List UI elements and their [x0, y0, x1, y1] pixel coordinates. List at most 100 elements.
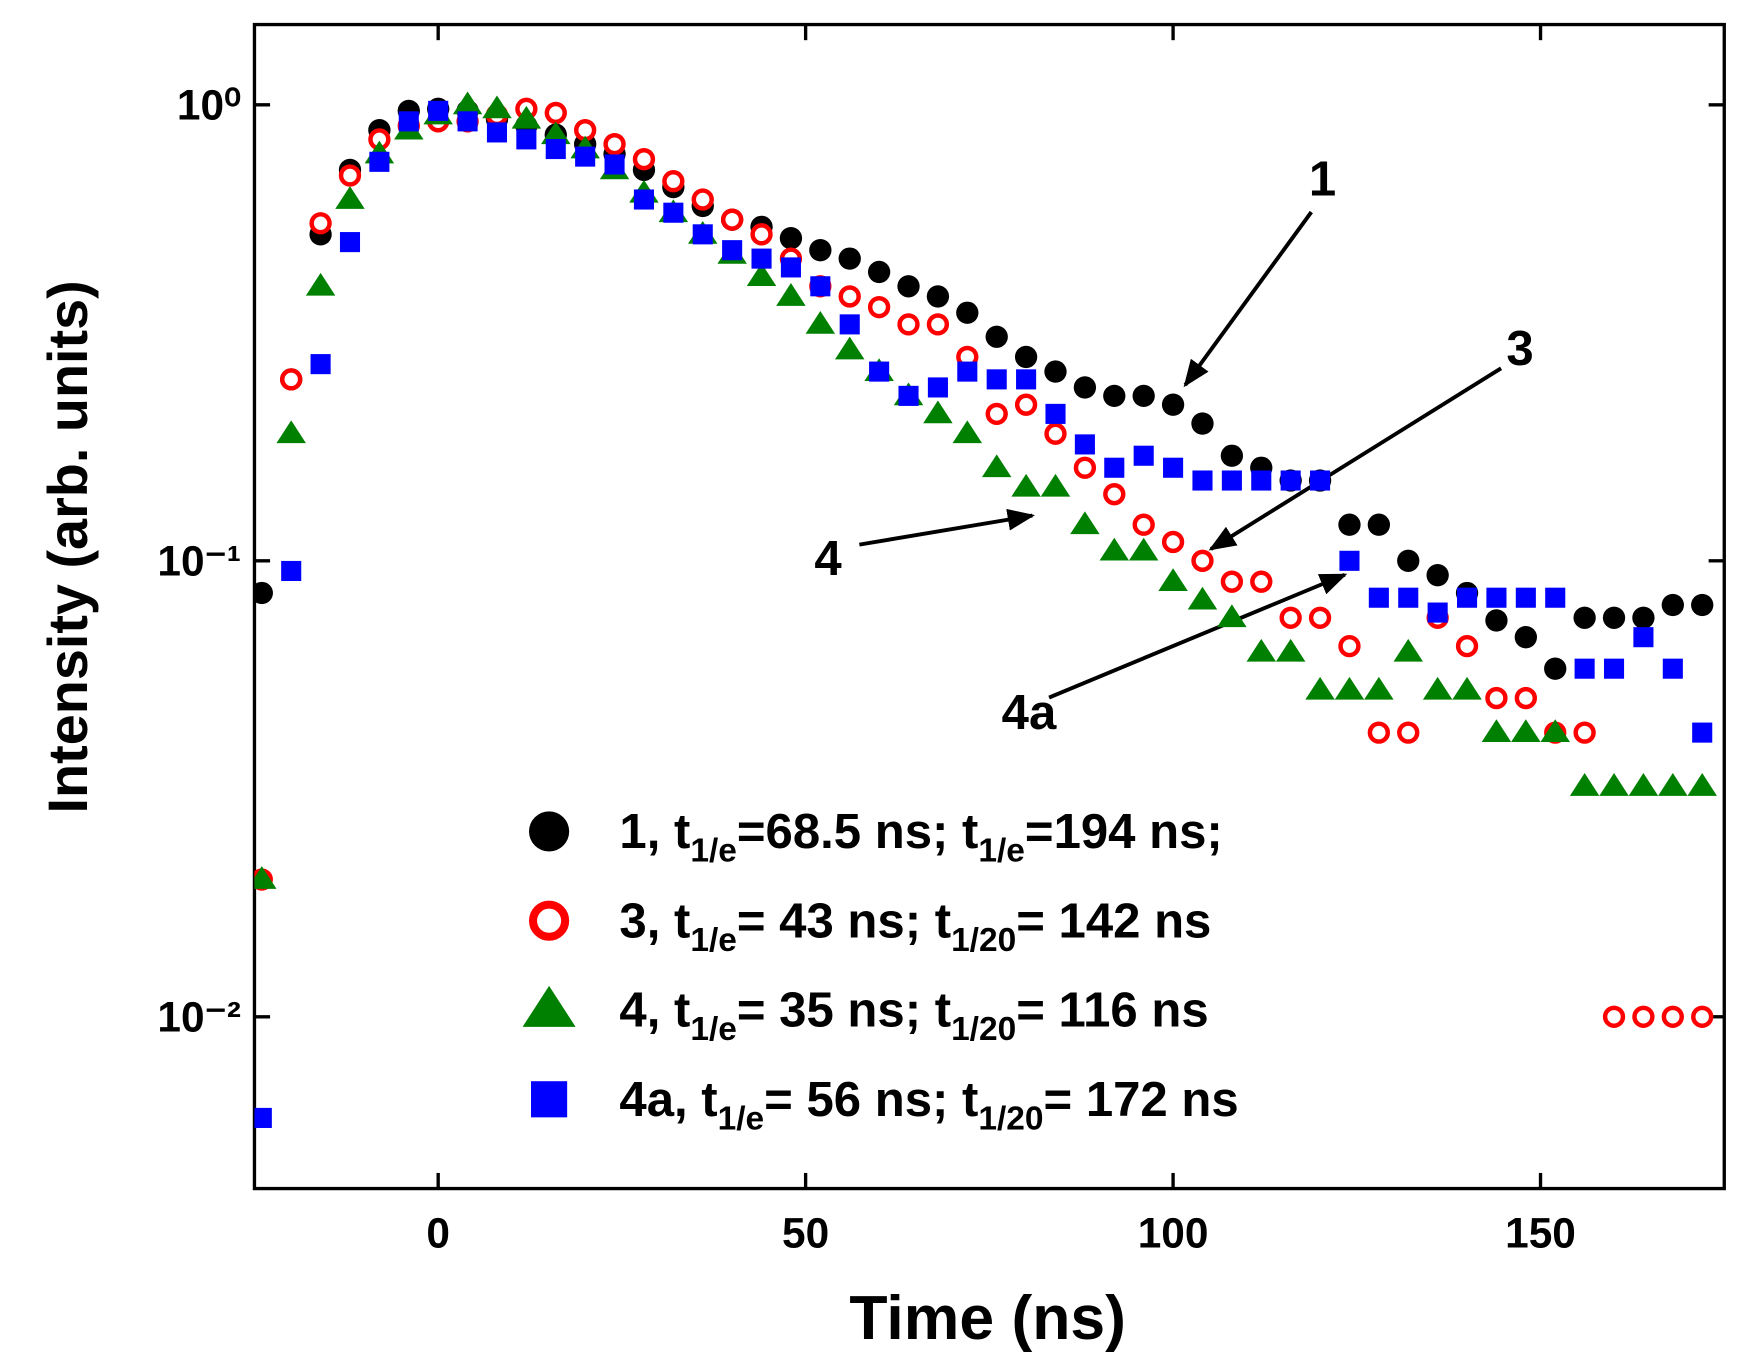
point [1574, 658, 1595, 679]
annotation: 4 [814, 532, 842, 586]
point [339, 232, 361, 253]
point [839, 314, 860, 335]
point [869, 361, 890, 382]
point [1103, 384, 1126, 408]
point [398, 111, 419, 132]
point [691, 188, 714, 211]
point [776, 283, 806, 306]
point [541, 121, 571, 145]
point [1040, 473, 1071, 497]
point [338, 164, 362, 187]
point [1250, 570, 1273, 593]
point [1158, 568, 1188, 592]
x-tick-label: 50 [782, 1210, 829, 1257]
point [1427, 602, 1448, 623]
point [898, 385, 919, 406]
point [1569, 773, 1600, 796]
point [957, 361, 978, 382]
point [1397, 721, 1420, 744]
point [511, 105, 542, 129]
point [281, 560, 302, 582]
point [1246, 638, 1277, 662]
plot-marks [254, 91, 1717, 1128]
point [1191, 412, 1214, 435]
point [1691, 593, 1714, 617]
point [809, 239, 832, 262]
point [309, 212, 332, 235]
point [956, 301, 979, 324]
point [1633, 627, 1654, 648]
legend-label: 4a, t1/e= 56 ns; t1/20= 172 ns [619, 1073, 1238, 1137]
point [926, 313, 950, 336]
point [692, 224, 713, 245]
point [1658, 773, 1688, 796]
point [867, 260, 891, 284]
legend-label: 1, t1/e=68.5 ns; t1/e=194 ns; [619, 805, 1222, 869]
point [1540, 719, 1570, 742]
point [1398, 587, 1419, 608]
point [1545, 587, 1566, 608]
point [780, 257, 801, 278]
point [1364, 676, 1394, 700]
legend-marker [528, 900, 570, 941]
point [1339, 550, 1360, 571]
point [633, 189, 654, 210]
point [1422, 676, 1453, 700]
arrow [1048, 572, 1348, 700]
legend-marker [522, 985, 576, 1027]
point [751, 248, 772, 269]
point [981, 454, 1012, 478]
annotation: 3 [1506, 322, 1533, 376]
point [369, 151, 390, 172]
point [1161, 530, 1185, 554]
point [662, 170, 685, 193]
point [1367, 513, 1391, 536]
point [1338, 513, 1361, 536]
point [603, 132, 626, 156]
point [1455, 634, 1479, 658]
point [1511, 719, 1541, 742]
point [1220, 444, 1244, 467]
point [1456, 587, 1478, 608]
point [1602, 1005, 1626, 1028]
legend-marker [531, 1081, 568, 1118]
point [1220, 570, 1244, 593]
point [1602, 606, 1626, 629]
point [1544, 657, 1567, 680]
point [779, 227, 803, 250]
point [254, 581, 273, 605]
point [310, 354, 331, 375]
point [1073, 376, 1097, 399]
arrow [1208, 366, 1503, 551]
point [1104, 457, 1125, 478]
point [1310, 470, 1331, 491]
legend-label: 3, t1/e= 43 ns; t1/20= 142 ns [619, 894, 1211, 958]
point [1308, 606, 1332, 629]
point [1393, 638, 1423, 662]
y-tick-label: 10⁻² [157, 993, 241, 1040]
point [1014, 345, 1038, 369]
point [1044, 422, 1067, 445]
point [952, 420, 983, 444]
point [1221, 470, 1242, 491]
point [1073, 456, 1097, 479]
annotation: 4a [1002, 686, 1057, 740]
x-axis-title: Time (ns) [849, 1283, 1126, 1353]
point [457, 111, 478, 132]
point [663, 202, 684, 223]
point [1687, 773, 1717, 796]
point [254, 1107, 272, 1128]
point [838, 247, 861, 270]
point [604, 154, 625, 175]
point [1661, 593, 1684, 617]
point [1128, 537, 1159, 561]
point [482, 95, 512, 119]
point [1367, 721, 1391, 744]
point [810, 276, 831, 297]
point [1132, 384, 1155, 408]
point [1161, 393, 1185, 416]
point [575, 146, 596, 167]
point [1692, 722, 1713, 743]
